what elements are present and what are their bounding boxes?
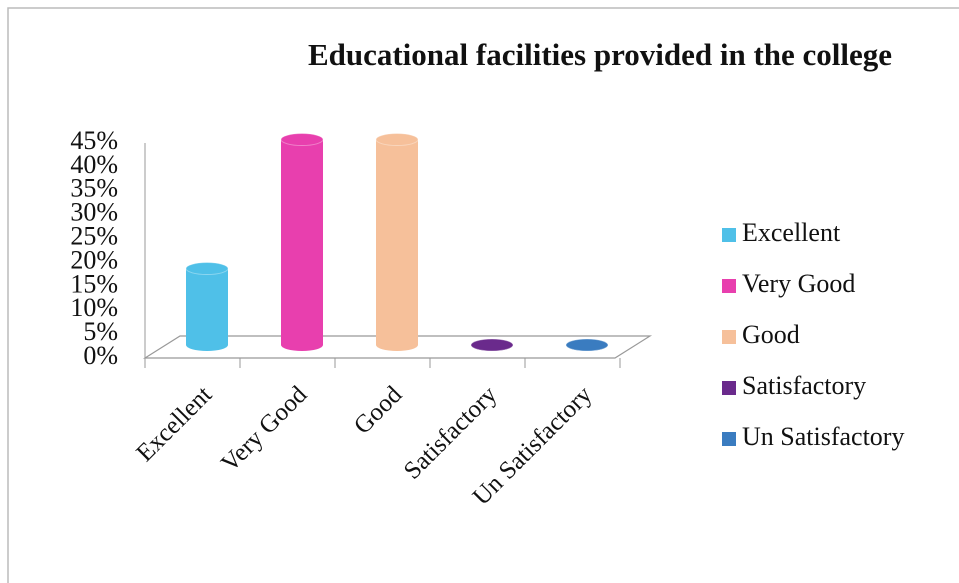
legend-label: Un Satisfactory — [742, 422, 904, 451]
bar-body — [186, 268, 228, 351]
y-tick-label: 0% — [83, 341, 118, 370]
y-tick-label: 5% — [83, 317, 118, 346]
y-tick-label: 15% — [70, 269, 118, 298]
y-tick-label: 45% — [70, 126, 118, 155]
legend-label: Very Good — [742, 269, 855, 298]
legend-swatch — [722, 279, 736, 293]
bar — [185, 262, 229, 351]
bar-top — [565, 338, 609, 352]
legend-label: Excellent — [742, 218, 841, 247]
legend-label: Satisfactory — [742, 371, 866, 400]
bar-top — [185, 262, 229, 276]
y-tick-label: 35% — [70, 174, 118, 203]
legend-swatch — [722, 432, 736, 446]
y-tick-label: 40% — [70, 150, 118, 179]
y-tick-label: 20% — [70, 245, 118, 274]
bar — [565, 338, 609, 352]
legend-swatch — [722, 330, 736, 344]
bar-body — [281, 139, 323, 351]
bar-top — [280, 133, 324, 147]
bar-body — [376, 139, 418, 351]
bar-top — [375, 133, 419, 147]
bar — [280, 133, 324, 351]
bar — [470, 338, 514, 352]
bar — [375, 133, 419, 351]
chart-border — [7, 7, 959, 583]
y-tick-label: 10% — [70, 293, 118, 322]
legend-swatch — [722, 381, 736, 395]
bar-top — [470, 338, 514, 352]
legend-swatch — [722, 228, 736, 242]
y-tick-label: 30% — [70, 198, 118, 227]
chart-title: Educational facilities provided in the c… — [308, 37, 892, 72]
legend-label: Good — [742, 320, 800, 349]
y-tick-label: 25% — [70, 222, 118, 251]
